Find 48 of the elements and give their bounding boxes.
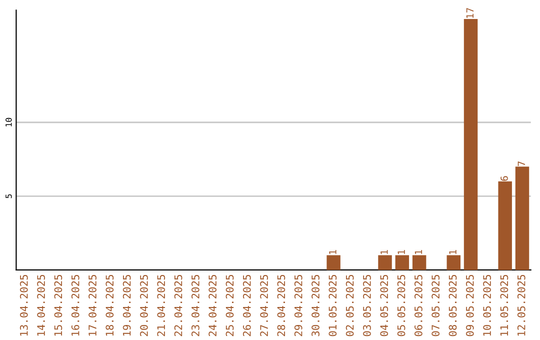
x-tick-label: 29.04.2025	[294, 274, 302, 336]
x-tick-label: 08.05.2025	[448, 274, 457, 336]
x-tick-label: 10.05.2025	[483, 274, 491, 336]
x-tick-label: 02.05.2025	[346, 274, 354, 336]
bar	[464, 19, 478, 270]
data-label: 7	[518, 162, 525, 166]
data-label: 1	[398, 250, 405, 254]
data-label: 17	[466, 8, 474, 18]
data-label: 1	[414, 250, 422, 254]
x-tick-label: 13.04.2025	[20, 274, 28, 336]
data-label: 1	[329, 250, 336, 254]
x-tick-label: 21.04.2025	[157, 274, 166, 336]
bar	[498, 181, 512, 270]
x-tick-label: 23.04.2025	[191, 274, 200, 336]
x-tick-label: 24.04.2025	[208, 274, 217, 336]
x-tick-label: 03.05.2025	[363, 274, 371, 336]
x-tick-label: 15.04.2025	[54, 274, 62, 336]
bar	[326, 255, 340, 270]
x-tick-label: 25.04.2025	[226, 274, 234, 336]
x-tick-label: 26.04.2025	[242, 274, 251, 336]
x-tick-label: 01.05.2025	[328, 274, 337, 336]
x-tick-label: 04.05.2025	[380, 274, 388, 336]
bar	[412, 255, 426, 270]
x-tick-label: 09.05.2025	[466, 274, 474, 336]
x-tick-label: 18.04.2025	[106, 274, 114, 336]
x-tick-label: 12.05.2025	[517, 274, 526, 336]
bar	[395, 255, 410, 270]
x-tick-label: 16.04.2025	[71, 274, 80, 336]
bar	[515, 166, 530, 270]
x-tick-label: 06.05.2025	[414, 274, 422, 336]
x-tick-label: 19.04.2025	[122, 274, 131, 336]
x-tick-label: 05.05.2025	[397, 274, 406, 336]
x-tick-label: 27.04.2025	[260, 274, 268, 336]
x-tick-label: 30.04.2025	[312, 274, 320, 336]
x-tick-label: 28.04.2025	[277, 274, 286, 336]
x-tick-label: 14.04.2025	[37, 274, 45, 336]
data-label: 1	[449, 250, 456, 254]
data-label: 1	[380, 250, 388, 254]
data-label: 6	[500, 176, 508, 181]
bar	[378, 255, 392, 270]
y-tick-label: 10	[6, 118, 12, 126]
bar	[446, 255, 460, 270]
x-tick-label: 22.04.2025	[174, 274, 182, 336]
x-tick-label: 20.04.2025	[140, 274, 148, 336]
x-tick-label: 07.05.2025	[432, 274, 440, 336]
x-tick-label: 11.05.2025	[500, 274, 508, 336]
y-tick-label: 5	[6, 194, 12, 198]
x-tick-label: 17.04.2025	[88, 274, 96, 336]
